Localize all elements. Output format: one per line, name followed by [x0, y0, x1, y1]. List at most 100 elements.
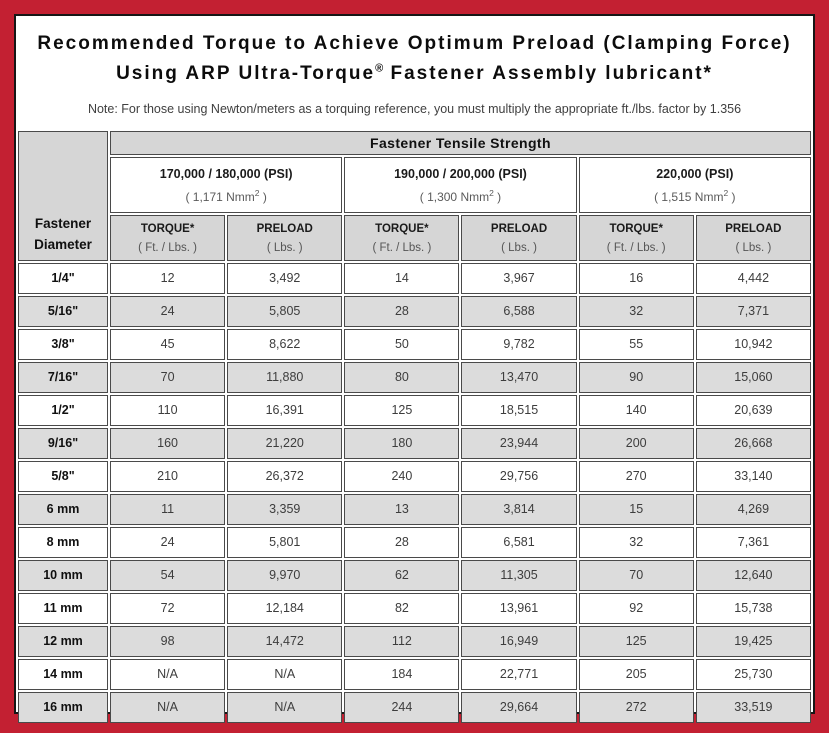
preload-value-cell: 20,639: [695, 394, 811, 426]
preload-value-cell: 5,805: [227, 295, 343, 327]
preload-value-cell: 13,470: [461, 361, 577, 393]
torque-value-cell: N/A: [110, 658, 226, 690]
torque-value-cell: 50: [344, 328, 460, 360]
diameter-cell: 16 mm: [18, 691, 108, 723]
torque-value-cell: 72: [110, 592, 226, 624]
preload-column-header-3: PRELOAD ( Lbs. ): [695, 214, 811, 261]
torque-value-cell: 98: [110, 625, 226, 657]
preload-value-cell: 10,942: [695, 328, 811, 360]
preload-column-header-1: PRELOAD ( Lbs. ): [227, 214, 343, 261]
torque-value-cell: 80: [344, 361, 460, 393]
preload-value-cell: 4,442: [695, 262, 811, 294]
preload-value-cell: 23,944: [461, 427, 577, 459]
preload-value-cell: 3,814: [461, 493, 577, 525]
torque-value-cell: 210: [110, 460, 226, 492]
torque-value-cell: 24: [110, 526, 226, 558]
torque-value-cell: 125: [578, 625, 694, 657]
torque-value-cell: 70: [578, 559, 694, 591]
table-row: 6 mm 11 3,359 13 3,814 15 4,269: [18, 493, 811, 525]
table-row: 5/8" 210 26,372 240 29,756 270 33,140: [18, 460, 811, 492]
torque-value-cell: 90: [578, 361, 694, 393]
preload-value-cell: N/A: [227, 691, 343, 723]
page-title-line2-text: Using ARP Ultra-Torque: [116, 63, 376, 85]
torque-value-cell: 28: [344, 295, 460, 327]
torque-value-cell: 240: [344, 460, 460, 492]
psi-value-1: 170,000 / 180,000 (PSI): [159, 167, 293, 182]
diameter-cell: 8 mm: [18, 526, 108, 558]
table-row: 14 mm N/A N/A 184 22,771 205 25,730: [18, 658, 811, 690]
torque-value-cell: 70: [110, 361, 226, 393]
torque-value-cell: 14: [344, 262, 460, 294]
torque-value-cell: 92: [578, 592, 694, 624]
torque-value-cell: 13: [344, 493, 460, 525]
psi-group-header-2: 190,000 / 200,000 (PSI) ( 1,300 Nmm2 ): [344, 156, 577, 213]
torque-column-header-1: TORQUE* ( Ft. / Lbs. ): [110, 214, 226, 261]
table-row: 8 mm 24 5,801 28 6,581 32 7,361: [18, 526, 811, 558]
preload-value-cell: 25,730: [695, 658, 811, 690]
torque-value-cell: 12: [110, 262, 226, 294]
torque-value-cell: 15: [578, 493, 694, 525]
psi-value-3: 220,000 (PSI): [656, 167, 734, 182]
header-row-tensile: Fastener Diameter Fastener Tensile Stren…: [18, 130, 811, 261]
table-row: 1/4" 12 3,492 14 3,967 16 4,442: [18, 262, 811, 294]
psi-group-header-1: 170,000 / 180,000 (PSI) ( 1,171 Nmm2 ): [110, 156, 343, 213]
torque-value-cell: 11: [110, 493, 226, 525]
psi-group-header-3: 220,000 (PSI) ( 1,515 Nmm2 ): [578, 156, 811, 213]
torque-table: Fastener Diameter Fastener Tensile Stren…: [16, 129, 813, 725]
table-row: 5/16" 24 5,805 28 6,588 32 7,371: [18, 295, 811, 327]
preload-value-cell: N/A: [227, 658, 343, 690]
preload-value-cell: 6,581: [461, 526, 577, 558]
registered-trademark-symbol: ®: [375, 63, 384, 76]
page-title-line2-tail: Fastener Assembly lubricant*: [383, 63, 713, 85]
preload-value-cell: 13,961: [461, 592, 577, 624]
nmm-value-3: ( 1,515 Nmm2 ): [654, 188, 736, 205]
page-title-line1: Recommended Torque to Achieve Optimum Pr…: [37, 33, 792, 54]
table-row: 10 mm 54 9,970 62 11,305 70 12,640: [18, 559, 811, 591]
preload-value-cell: 9,782: [461, 328, 577, 360]
preload-value-cell: 15,738: [695, 592, 811, 624]
preload-value-cell: 16,949: [461, 625, 577, 657]
diameter-cell: 1/2": [18, 394, 108, 426]
diameter-cell: 7/16": [18, 361, 108, 393]
preload-value-cell: 21,220: [227, 427, 343, 459]
torque-value-cell: 180: [344, 427, 460, 459]
preload-value-cell: 5,801: [227, 526, 343, 558]
diameter-cell: 5/16": [18, 295, 108, 327]
preload-value-cell: 7,361: [695, 526, 811, 558]
torque-value-cell: 110: [110, 394, 226, 426]
torque-value-cell: 82: [344, 592, 460, 624]
preload-value-cell: 29,756: [461, 460, 577, 492]
preload-value-cell: 4,269: [695, 493, 811, 525]
torque-value-cell: 270: [578, 460, 694, 492]
torque-value-cell: 125: [344, 394, 460, 426]
preload-value-cell: 12,640: [695, 559, 811, 591]
torque-value-cell: 112: [344, 625, 460, 657]
preload-value-cell: 9,970: [227, 559, 343, 591]
preload-value-cell: 33,519: [695, 691, 811, 723]
diameter-cell: 9/16": [18, 427, 108, 459]
header-row-units: TORQUE* ( Ft. / Lbs. ) PRELOAD ( Lbs. ) …: [18, 214, 811, 261]
preload-value-cell: 11,880: [227, 361, 343, 393]
diameter-cell: 5/8": [18, 460, 108, 492]
torque-column-header-2: TORQUE* ( Ft. / Lbs. ): [344, 214, 460, 261]
nmm-value-2: ( 1,300 Nmm2 ): [419, 188, 502, 205]
torque-value-cell: 205: [578, 658, 694, 690]
torque-value-cell: 16: [578, 262, 694, 294]
torque-value-cell: 32: [578, 295, 694, 327]
header-row-psi: 170,000 / 180,000 (PSI) ( 1,171 Nmm2 ) 1…: [18, 156, 811, 213]
preload-value-cell: 7,371: [695, 295, 811, 327]
fastener-diameter-header: Fastener Diameter: [18, 130, 108, 261]
diameter-cell: 1/4": [18, 262, 108, 294]
preload-value-cell: 14,472: [227, 625, 343, 657]
diameter-cell: 14 mm: [18, 658, 108, 690]
table-row: 11 mm 72 12,184 82 13,961 92 15,738: [18, 592, 811, 624]
torque-value-cell: 200: [578, 427, 694, 459]
table-row: 16 mm N/A N/A 244 29,664 272 33,519: [18, 691, 811, 723]
torque-value-cell: 55: [578, 328, 694, 360]
preload-value-cell: 6,588: [461, 295, 577, 327]
preload-value-cell: 3,492: [227, 262, 343, 294]
torque-value-cell: 54: [110, 559, 226, 591]
table-row: 7/16" 70 11,880 80 13,470 90 15,060: [18, 361, 811, 393]
preload-value-cell: 3,359: [227, 493, 343, 525]
tensile-strength-header: Fastener Tensile Strength: [110, 130, 811, 155]
